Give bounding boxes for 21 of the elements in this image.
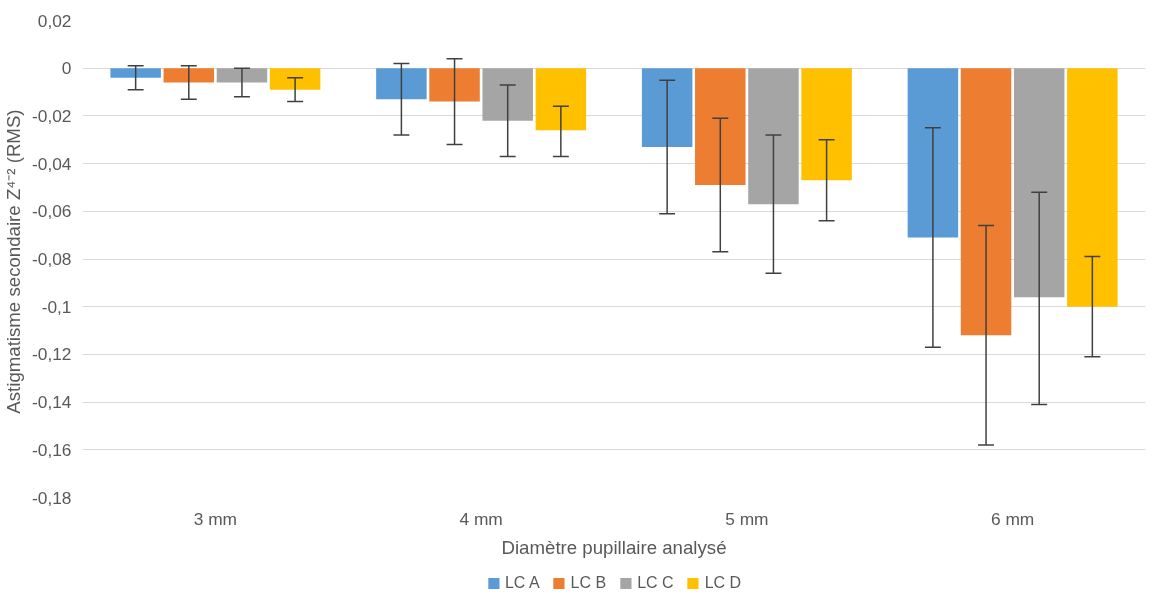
y-tick-label: 0,02 [37,10,72,31]
y-tick-label: -0,18 [32,487,72,508]
y-tick-label: -0,16 [32,439,72,460]
y-tick-label: -0,14 [32,392,72,413]
legend-label: LC A [504,573,540,592]
x-tick-label: 6 mm [990,508,1035,529]
y-tick-label: -0,02 [32,105,72,126]
legend-label: LC C [637,573,674,592]
y-tick-label: -0,08 [32,249,72,269]
y-tick-label: 0 [61,58,72,79]
legend-label: LC B [570,573,607,592]
y-tick-label: -0,04 [32,153,72,174]
x-tick-label: 5 mm [725,508,769,529]
x-tick-label: 4 mm [459,508,503,529]
y-axis-title: Astigmatisme secondaire Z⁴⁻² (RMS) [3,109,24,414]
y-tick-label: -0,06 [32,201,72,222]
x-tick-label: 3 mm [193,508,238,529]
y-tick-label: -0,1 [41,296,72,317]
legend-label: LC D [704,573,742,592]
x-axis-title: Diamètre pupillaire analysé [501,536,727,558]
y-tick-label: -0,12 [32,344,72,365]
